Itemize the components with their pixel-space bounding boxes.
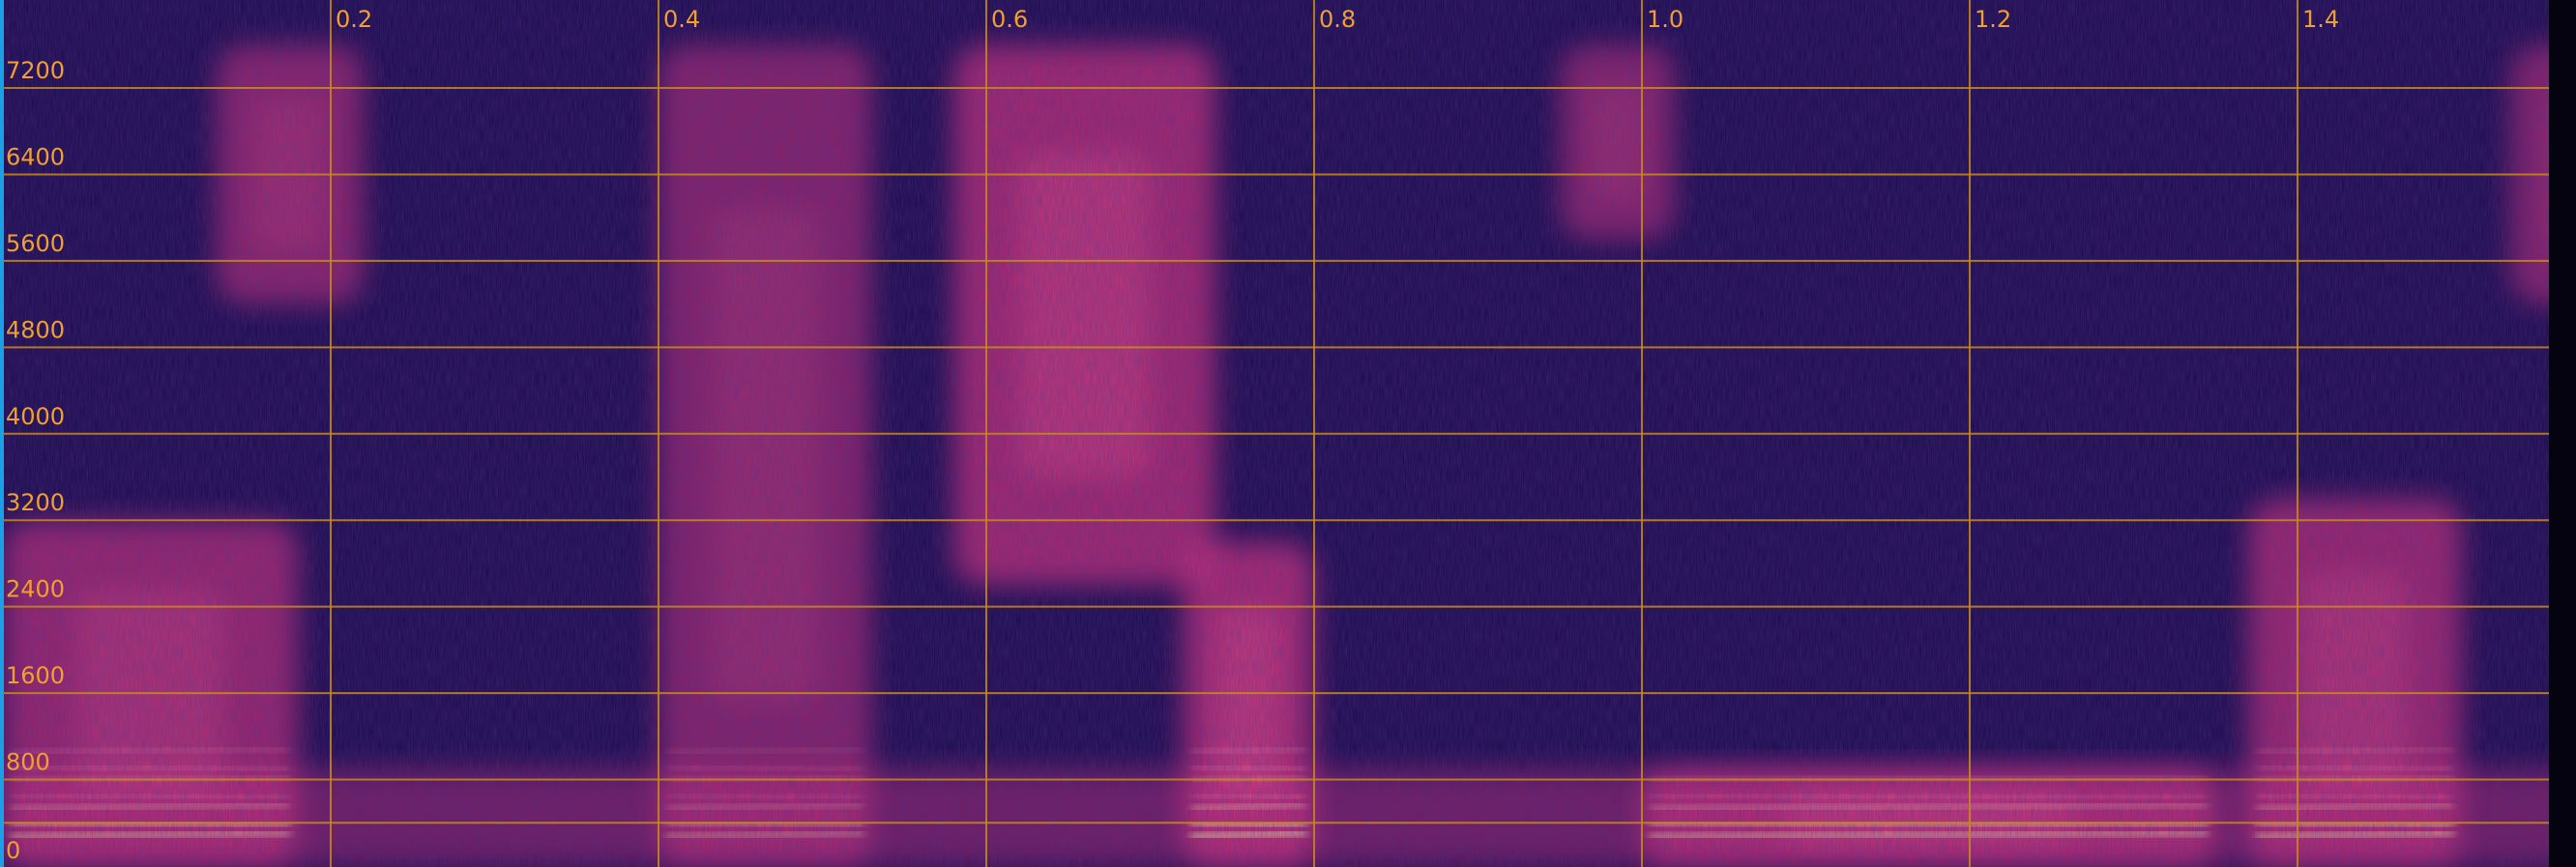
y-tick-label: 7200 (6, 57, 65, 84)
y-tick-labels: 0 800 1600 2400 3200 4000 4800 5600 6400 7200 (6, 57, 65, 864)
y-tick-label: 0 (6, 837, 20, 864)
y-tick-label: 4800 (6, 316, 65, 343)
x-tick-label: 0.8 (1319, 6, 1356, 33)
left-edge-bar (0, 0, 4, 867)
y-tick-label: 4000 (6, 403, 65, 430)
y-tick-label: 3200 (6, 489, 65, 516)
y-tick-label: 5600 (6, 230, 65, 257)
right-edge-bar (2549, 0, 2576, 867)
y-tick-label: 800 (6, 749, 50, 776)
y-tick-label: 1600 (6, 662, 65, 689)
x-tick-label: 0.6 (991, 6, 1028, 33)
x-tick-label: 1.4 (2302, 6, 2339, 33)
y-tick-label: 6400 (6, 143, 65, 170)
x-tick-labels: 0.20.40.60.81.01.21.41.61.82.02.22.42.6 (336, 6, 2339, 33)
x-tick-label: 1.0 (1647, 6, 1683, 33)
x-tick-label: 0.4 (663, 6, 700, 33)
y-tick-label: 2400 (6, 576, 65, 603)
x-tick-label: 1.2 (1975, 6, 2011, 33)
x-tick-label: 0.2 (336, 6, 372, 33)
